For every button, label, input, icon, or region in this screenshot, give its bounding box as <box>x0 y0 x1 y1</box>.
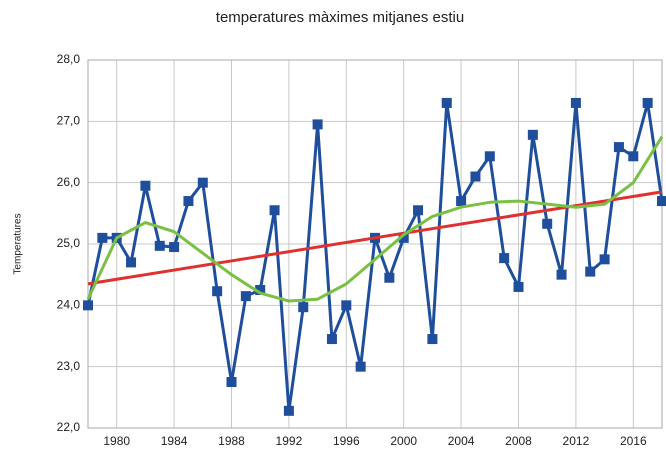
marker <box>484 151 495 162</box>
marker <box>355 361 366 372</box>
marker <box>83 300 93 311</box>
marker <box>298 302 309 313</box>
marker <box>283 405 294 416</box>
y-tick-label: 24,0 <box>57 298 81 312</box>
marker <box>413 205 424 216</box>
marker <box>570 97 581 108</box>
x-tick-label: 1984 <box>161 434 188 448</box>
marker <box>513 281 524 292</box>
marker <box>326 334 337 345</box>
marker <box>169 242 180 253</box>
marker <box>427 334 438 345</box>
marker <box>441 97 452 108</box>
y-tick-label: 28,0 <box>57 52 81 66</box>
x-tick-label: 2004 <box>448 434 475 448</box>
marker <box>126 257 137 268</box>
x-tick-label: 1988 <box>218 434 245 448</box>
y-tick-label: 27,0 <box>57 114 81 128</box>
series-line <box>86 135 664 303</box>
x-tick-label: 2012 <box>563 434 590 448</box>
plot-frame <box>87 59 663 429</box>
marker <box>456 196 467 207</box>
x-tick-label: 2016 <box>620 434 647 448</box>
y-tick-label: 26,0 <box>57 175 81 189</box>
marker <box>226 377 237 387</box>
marker <box>384 272 395 283</box>
marker <box>154 240 165 251</box>
marker <box>197 177 208 188</box>
x-tick-label: 1980 <box>103 434 130 448</box>
y-tick-label: 22,0 <box>57 420 81 434</box>
marker <box>140 180 151 191</box>
marker <box>470 171 481 182</box>
marker <box>642 97 653 108</box>
marker <box>542 218 553 229</box>
marker <box>269 205 280 216</box>
y-tick-label: 23,0 <box>57 359 81 373</box>
marker <box>183 196 194 207</box>
marker <box>499 253 510 264</box>
marker <box>312 119 323 130</box>
y-axis-label: Temperatures <box>13 213 24 274</box>
marker <box>97 232 108 243</box>
marker <box>398 232 409 243</box>
marker <box>341 300 352 311</box>
marker <box>657 196 666 207</box>
marker <box>585 266 596 277</box>
x-tick-label: 2000 <box>390 434 417 448</box>
y-tick-label: 25,0 <box>57 236 81 250</box>
x-tick-label: 2008 <box>505 434 532 448</box>
marker <box>527 129 538 140</box>
marker <box>599 254 610 265</box>
marker <box>240 291 251 302</box>
marker <box>212 286 223 297</box>
marker <box>255 285 266 295</box>
marker <box>628 151 639 162</box>
marker <box>613 142 624 153</box>
x-tick-label: 1992 <box>276 434 303 448</box>
marker <box>556 269 567 280</box>
chart-title: temperatures màximes mitjanes estiu <box>216 9 464 26</box>
x-tick-label: 1996 <box>333 434 360 448</box>
